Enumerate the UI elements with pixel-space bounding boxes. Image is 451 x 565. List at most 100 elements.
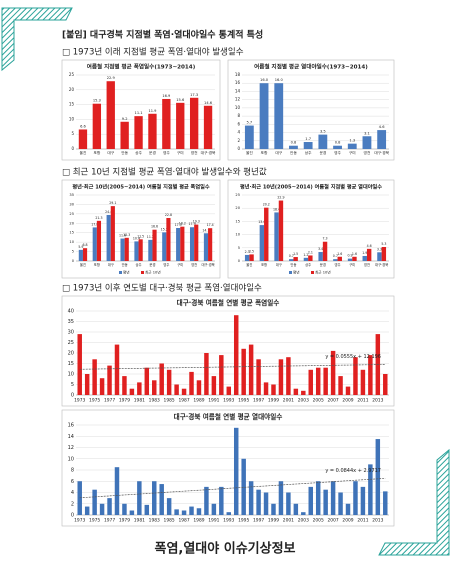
y-tick-label: 0 [71, 393, 74, 399]
value-label: 16.0 [260, 78, 269, 82]
legend-swatch [289, 271, 292, 274]
x-tick-label: 포항 [94, 262, 100, 267]
x-tick-label: 1993 [223, 518, 234, 524]
bar [176, 228, 181, 261]
bar [278, 200, 284, 261]
bar [124, 237, 129, 261]
x-tick-label: 대구 [275, 150, 282, 155]
x-tick-label: 문경 [319, 150, 326, 155]
y-tick-label: 8 [71, 468, 74, 474]
y-tick-label: 0 [71, 146, 74, 151]
value-label: 17.4 [207, 223, 214, 227]
x-tick-label: 1987 [178, 398, 189, 404]
value-label: 1.7 [305, 137, 311, 141]
y-tick-label: 6 [71, 479, 74, 485]
bar [110, 206, 115, 261]
value-label: 15.3 [93, 99, 101, 103]
footer-title: 폭염,열대야 이슈기상정보 [154, 541, 295, 557]
bar [289, 145, 298, 149]
bar [107, 365, 112, 395]
x-tick-label: 2007 [328, 398, 339, 404]
bar [120, 238, 125, 261]
value-label: 17.8 [91, 222, 98, 226]
x-tick-label: 2005 [313, 398, 324, 404]
value-label: 22.8 [165, 213, 172, 217]
x-tick-label: 1985 [164, 398, 175, 404]
bar [248, 344, 254, 395]
chart-title: 대구·경북 여름철 연별 평균 폭염일수 [177, 298, 280, 307]
bar [129, 388, 135, 395]
doc-title: [붙임] 대구경북 지점별 폭염·열대야일수 통계적 특성 [62, 29, 263, 41]
y-tick-label: 15 [69, 231, 74, 235]
bar [244, 125, 254, 149]
x-tick-label: 1991 [208, 398, 219, 404]
y-tick-label: 5 [71, 131, 74, 136]
bar [362, 136, 372, 149]
chart-title: 평년·최근 10년(2005~2014) 여름철 지점별 평균 폭염일수 [72, 183, 210, 191]
bar [122, 376, 127, 395]
bar [219, 486, 224, 515]
y-tick-label: 6 [237, 121, 240, 126]
bar [293, 503, 299, 515]
y-tick-label: 10 [69, 116, 75, 121]
bar [137, 382, 142, 395]
y-tick-label: 20 [69, 87, 75, 92]
y-tick-label: 12 [68, 445, 74, 451]
y-tick-label: 2 [237, 138, 240, 143]
bar [249, 254, 254, 261]
bar [301, 390, 306, 395]
x-tick-label: 포항 [261, 262, 267, 267]
x-tick-label: 1975 [89, 398, 100, 404]
x-tick-label: 울진 [80, 262, 86, 267]
bar [271, 503, 276, 515]
x-tick-label: 1983 [149, 518, 160, 524]
x-tick-label: 1995 [238, 518, 249, 524]
x-tick-label: 문경 [320, 262, 326, 267]
y-tick-label: 15 [69, 102, 75, 107]
x-tick-label: 1989 [193, 518, 204, 524]
bar [271, 384, 276, 395]
value-label: 11.9 [148, 109, 157, 113]
x-tick-label: 영주 [163, 150, 170, 155]
value-label: 5.3 [381, 242, 386, 246]
bar [264, 207, 269, 261]
bar [99, 503, 105, 515]
x-tick-label: 영천 [364, 262, 370, 267]
x-tick-label: 대구·경북 [201, 150, 216, 155]
x-tick-label: 대구·경북 [374, 150, 389, 155]
y-tick-label: 5 [71, 382, 74, 388]
x-tick-label: 1977 [104, 518, 115, 524]
bar [315, 481, 321, 515]
x-tick-label: 상주 [136, 262, 142, 267]
value-label: 14.7 [202, 228, 209, 232]
trend-label: y = 0.0844x + 2.9717 [325, 468, 381, 474]
bar [383, 374, 388, 395]
y-tick-label: 2 [71, 501, 74, 507]
bar [92, 489, 97, 515]
section-heading: □ 1973년 이후 연도별 대구·경북 평균 폭염·열대야일수 [62, 283, 262, 294]
x-tick-label: 2009 [342, 518, 353, 524]
value-label: 22.9 [277, 196, 284, 200]
y-tick-label: 0 [238, 259, 241, 263]
bar [114, 467, 120, 515]
value-label: 18.4 [273, 207, 280, 211]
y-tick-label: 5 [238, 246, 240, 250]
x-tick-label: 1973 [74, 518, 85, 524]
bar [106, 81, 115, 149]
legend-swatch [311, 271, 314, 274]
bar [180, 226, 185, 261]
value-label: 0.9 [348, 254, 353, 258]
value-label: 7.3 [323, 237, 328, 241]
legend-label: 평년 [123, 270, 130, 275]
y-tick-label: 5 [72, 250, 74, 254]
bar [189, 371, 194, 395]
value-label: 3.3 [377, 247, 382, 251]
x-tick-label: 1977 [104, 398, 115, 404]
bar [303, 142, 313, 149]
value-label: 17.5 [175, 223, 182, 227]
x-tick-label: 구미 [349, 262, 355, 267]
value-label: 14.6 [204, 101, 213, 105]
bar [196, 380, 202, 395]
bar [323, 489, 328, 515]
value-label: 3.4 [318, 247, 323, 251]
